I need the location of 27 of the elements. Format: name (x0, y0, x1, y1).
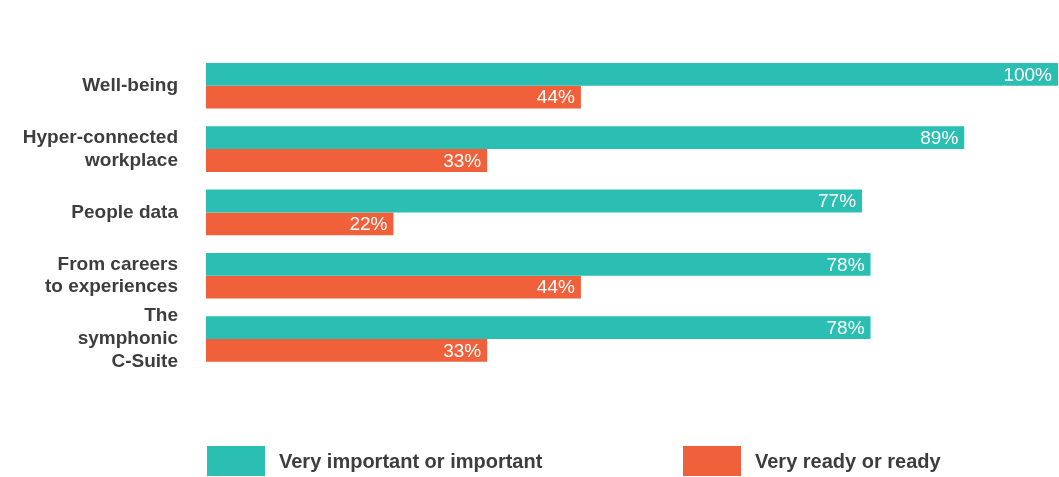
bar (206, 126, 965, 150)
y-tick-label: People data (71, 200, 179, 222)
bar (206, 275, 581, 299)
data-label: 33% (443, 149, 482, 171)
data-label: 33% (443, 339, 482, 361)
legend-label: Very ready or ready (755, 449, 941, 473)
bar (206, 316, 871, 339)
bar (206, 63, 1058, 86)
y-tick-label: From careers to experiences (44, 252, 178, 297)
bar (206, 189, 863, 213)
bar (206, 252, 871, 276)
data-label: 100% (1003, 63, 1053, 85)
bar (206, 85, 581, 109)
data-label: 44% (536, 86, 575, 108)
y-tick-label: Hyper-connected workplace (22, 125, 178, 170)
y-tick-label: Well-being (82, 74, 178, 96)
bar (206, 149, 488, 172)
data-label: 77% (818, 190, 857, 212)
data-label: 78% (826, 316, 865, 338)
data-label: 22% (349, 213, 388, 235)
data-label: 89% (920, 126, 959, 148)
data-label: 44% (536, 276, 575, 298)
bar (206, 338, 488, 362)
y-tick-label: The symphonic C-Suite (77, 304, 179, 371)
data-label: 78% (826, 253, 865, 275)
legend-label: Very important or important (279, 449, 543, 473)
bar (206, 212, 394, 236)
